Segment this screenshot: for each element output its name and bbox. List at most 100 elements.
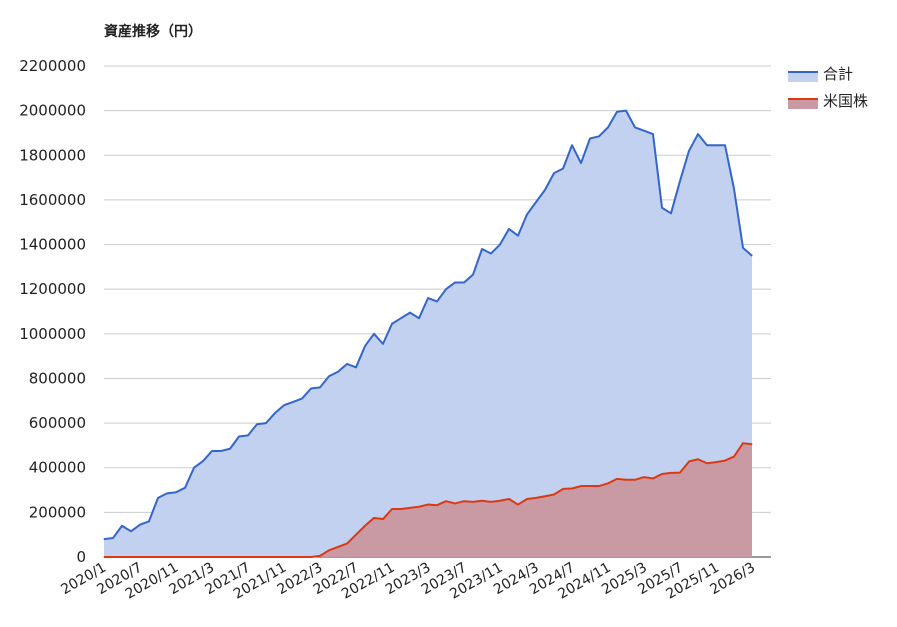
data-point [103, 538, 105, 540]
data-point [454, 502, 456, 504]
data-point [121, 525, 123, 527]
data-point [373, 333, 375, 335]
data-point [652, 477, 654, 479]
y-tick-label: 200000 [29, 503, 86, 521]
y-tick-label: 1400000 [19, 236, 86, 254]
data-point [436, 300, 438, 302]
y-tick-label: 0 [76, 548, 86, 566]
data-point [157, 556, 159, 558]
chart-title: 資産推移（円） [104, 23, 202, 40]
data-point [706, 144, 708, 146]
data-point [382, 518, 384, 520]
data-point [301, 556, 303, 558]
data-point [418, 317, 420, 319]
data-point [319, 386, 321, 388]
data-point [247, 434, 249, 436]
data-point [130, 556, 132, 558]
data-point [400, 508, 402, 510]
data-point [715, 461, 717, 463]
data-point [112, 556, 114, 558]
legend-swatch [788, 72, 818, 82]
data-point [382, 343, 384, 345]
y-tick-label: 400000 [29, 459, 86, 477]
data-point [751, 443, 753, 445]
data-point [553, 494, 555, 496]
data-point [625, 479, 627, 481]
series-areas [104, 110, 752, 557]
data-point [283, 404, 285, 406]
data-point [643, 476, 645, 478]
data-point [724, 460, 726, 462]
data-point [301, 398, 303, 400]
data-point [202, 460, 204, 462]
data-point [346, 363, 348, 365]
data-point [139, 524, 141, 526]
data-point [490, 501, 492, 503]
data-point [220, 450, 222, 452]
data-point [472, 501, 474, 503]
data-point [697, 133, 699, 135]
data-point [310, 556, 312, 558]
data-point [292, 401, 294, 403]
data-point [562, 488, 564, 490]
data-point [265, 556, 267, 558]
data-point [166, 556, 168, 558]
data-point [679, 180, 681, 182]
data-point [427, 297, 429, 299]
data-point [238, 556, 240, 558]
data-point [229, 556, 231, 558]
data-point [427, 504, 429, 506]
data-point [508, 228, 510, 230]
data-point [661, 207, 663, 209]
data-point [571, 144, 573, 146]
data-point [562, 168, 564, 170]
data-point [454, 281, 456, 283]
y-tick-label: 2000000 [19, 102, 86, 120]
data-point [364, 525, 366, 527]
data-point [544, 495, 546, 497]
data-point [148, 520, 150, 522]
data-point [634, 126, 636, 128]
series-lines [103, 109, 753, 558]
y-tick-label: 1800000 [19, 146, 86, 164]
data-point [229, 448, 231, 450]
data-point [652, 133, 654, 135]
data-point [238, 435, 240, 437]
data-point [616, 111, 618, 113]
data-point [184, 487, 186, 489]
data-point [598, 485, 600, 487]
data-point [175, 491, 177, 493]
data-point [292, 556, 294, 558]
data-point [103, 556, 105, 558]
data-point [193, 467, 195, 469]
data-point [355, 534, 357, 536]
legend-label: 合計 [823, 65, 853, 83]
data-point [571, 487, 573, 489]
data-point [445, 288, 447, 290]
data-point [670, 212, 672, 214]
data-point [418, 506, 420, 508]
data-point [139, 556, 141, 558]
data-point [274, 556, 276, 558]
y-tick-label: 1000000 [19, 325, 86, 343]
y-tick-label: 1200000 [19, 280, 86, 298]
data-point [661, 473, 663, 475]
data-point [121, 556, 123, 558]
data-point [688, 460, 690, 462]
data-point [499, 500, 501, 502]
data-point [751, 255, 753, 257]
data-point [580, 162, 582, 164]
data-point [607, 482, 609, 484]
data-point [373, 517, 375, 519]
y-tick-label: 2200000 [19, 57, 86, 75]
y-tick-label: 600000 [29, 414, 86, 432]
data-point [724, 144, 726, 146]
data-point [310, 388, 312, 389]
data-point [256, 423, 258, 425]
data-point [634, 479, 636, 481]
data-point [517, 504, 519, 506]
data-point [643, 130, 645, 132]
data-point [211, 556, 213, 558]
data-point [202, 556, 204, 558]
data-point [715, 144, 717, 146]
